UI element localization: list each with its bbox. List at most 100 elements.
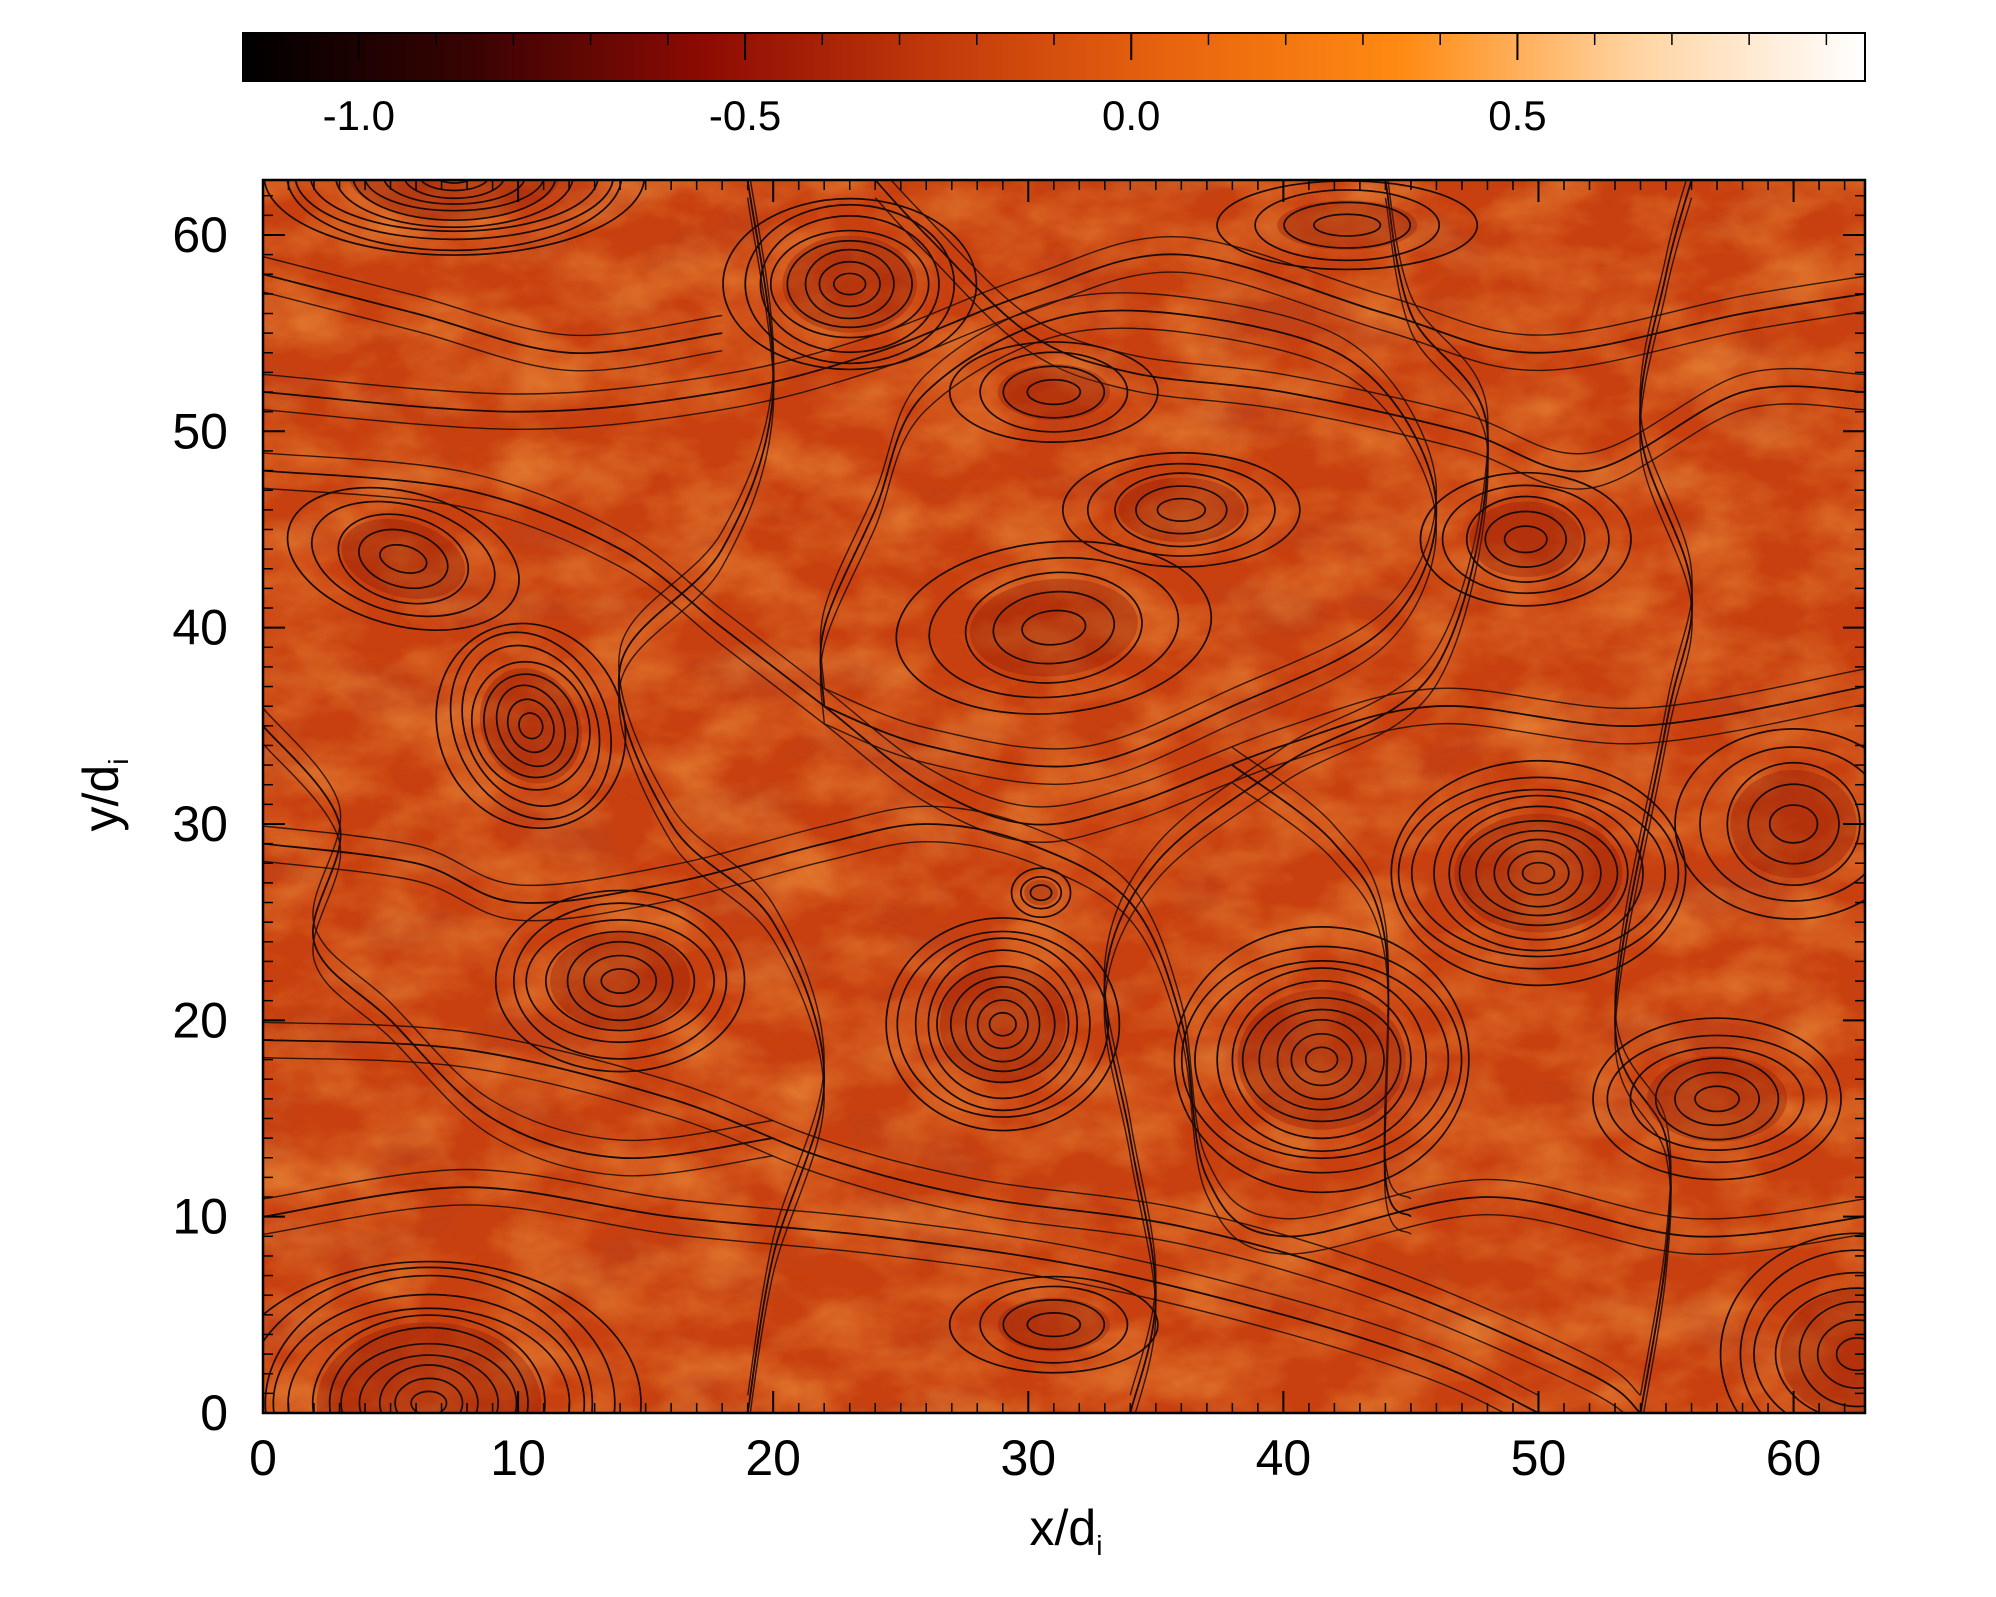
magnetic-island bbox=[1216, 180, 1479, 271]
island-contour bbox=[1507, 850, 1570, 896]
colorbar-tick-label: -0.5 bbox=[709, 92, 781, 139]
island-contour bbox=[435, 622, 627, 830]
magnetic-island bbox=[948, 341, 1159, 443]
field-line bbox=[263, 291, 723, 372]
field-line bbox=[263, 840, 1865, 1256]
magnetic-field-lines bbox=[263, 180, 1865, 1413]
field-line bbox=[263, 1204, 1506, 1413]
island-contour bbox=[786, 239, 913, 329]
island-core bbox=[479, 668, 582, 784]
magnetic-island bbox=[895, 540, 1213, 715]
island-contour bbox=[1458, 819, 1619, 927]
island-core bbox=[316, 1322, 542, 1413]
island-contour bbox=[1521, 861, 1556, 885]
island-contour bbox=[1029, 884, 1053, 902]
field-line bbox=[1231, 764, 1412, 1218]
island-contour bbox=[1674, 1071, 1760, 1127]
y-tick-label: 50 bbox=[172, 403, 228, 459]
island-contour bbox=[1503, 525, 1548, 554]
island-contour bbox=[885, 917, 1121, 1132]
island-core bbox=[997, 1297, 1110, 1352]
island-contour bbox=[286, 486, 520, 632]
island-contour bbox=[263, 1266, 616, 1413]
island-contour bbox=[1835, 1337, 1865, 1372]
field-line bbox=[618, 180, 826, 1413]
colorbar-tick-label: 0.0 bbox=[1102, 92, 1160, 139]
island-contour bbox=[1254, 189, 1441, 262]
field-line bbox=[263, 707, 774, 1142]
y-tick-label: 20 bbox=[172, 992, 228, 1048]
island-contour bbox=[1629, 1046, 1805, 1152]
island-contour bbox=[1774, 1287, 1865, 1413]
field-line bbox=[263, 805, 1865, 1220]
island-contour bbox=[1654, 1057, 1780, 1141]
island-contour bbox=[1180, 945, 1463, 1174]
island-contour bbox=[895, 540, 1213, 715]
x-tick-label: 10 bbox=[490, 1430, 546, 1486]
island-contour bbox=[1753, 1271, 1865, 1413]
island-contour bbox=[965, 986, 1041, 1063]
island-contour bbox=[1276, 1018, 1367, 1101]
field-line bbox=[1103, 180, 1489, 1413]
island-contour bbox=[340, 1342, 518, 1413]
island-contour bbox=[832, 272, 867, 296]
magnetic-island bbox=[435, 622, 627, 830]
island-contour bbox=[1216, 967, 1427, 1153]
field-line bbox=[874, 180, 1865, 473]
island-core bbox=[997, 363, 1110, 421]
island-contour bbox=[1304, 1046, 1339, 1073]
island-contour bbox=[1433, 794, 1644, 952]
island-contour bbox=[914, 937, 1091, 1112]
magnetic-island bbox=[1592, 1017, 1842, 1181]
magnetic-island bbox=[1419, 471, 1632, 607]
island-contour bbox=[1135, 485, 1228, 535]
y-axis-label-main: y/d bbox=[73, 765, 129, 832]
heatmap-field bbox=[263, 180, 1865, 1413]
field-line bbox=[1614, 180, 1693, 1396]
x-tick-label: 50 bbox=[1511, 1430, 1567, 1486]
field-line bbox=[263, 253, 1865, 413]
x-axis-label: x/di bbox=[1030, 1500, 1103, 1561]
island-contour bbox=[461, 644, 601, 808]
island-contour bbox=[1816, 1319, 1865, 1389]
island-contour bbox=[979, 351, 1129, 433]
field-line bbox=[263, 743, 774, 1177]
island-contour bbox=[1313, 213, 1382, 237]
field-line bbox=[874, 197, 1865, 490]
y-tick-label: 30 bbox=[172, 796, 228, 852]
island-contour bbox=[410, 1390, 448, 1413]
magnetic-island bbox=[1719, 1232, 1865, 1413]
field-line bbox=[263, 1039, 1642, 1413]
field-line bbox=[1614, 180, 1694, 1413]
island-contour bbox=[988, 1011, 1017, 1037]
field-line bbox=[1614, 197, 1693, 1413]
island-contour bbox=[294, 180, 614, 241]
island-contour bbox=[512, 902, 728, 1060]
island-contour bbox=[1592, 1017, 1842, 1181]
island-core bbox=[1780, 1289, 1865, 1413]
island-contour bbox=[948, 1275, 1159, 1374]
island-contour bbox=[272, 1293, 586, 1413]
island-contour bbox=[1156, 497, 1207, 522]
y-tick-label: 60 bbox=[172, 207, 228, 263]
field-line bbox=[263, 271, 1865, 431]
magnetic-island bbox=[286, 486, 520, 632]
colorbar-tick-label: -1.0 bbox=[323, 92, 395, 139]
field-line bbox=[819, 327, 1438, 785]
x-axis-label-main: x/d bbox=[1030, 1500, 1097, 1556]
y-axis-label-subscript: i bbox=[103, 759, 134, 765]
field-line bbox=[819, 292, 1438, 750]
field-line bbox=[1103, 180, 1489, 1396]
island-core bbox=[1118, 477, 1245, 543]
island-contour bbox=[1768, 804, 1819, 844]
island-contour bbox=[964, 571, 1143, 684]
magnetic-island bbox=[263, 180, 646, 256]
island-contour bbox=[1475, 829, 1602, 917]
island-core bbox=[969, 578, 1138, 677]
island-contour bbox=[337, 513, 470, 605]
island-contour bbox=[1739, 1249, 1865, 1413]
plot-frame bbox=[261, 178, 1867, 1415]
magnetic-island bbox=[494, 889, 746, 1073]
island-core bbox=[1469, 501, 1582, 578]
island-contour bbox=[1747, 783, 1840, 865]
